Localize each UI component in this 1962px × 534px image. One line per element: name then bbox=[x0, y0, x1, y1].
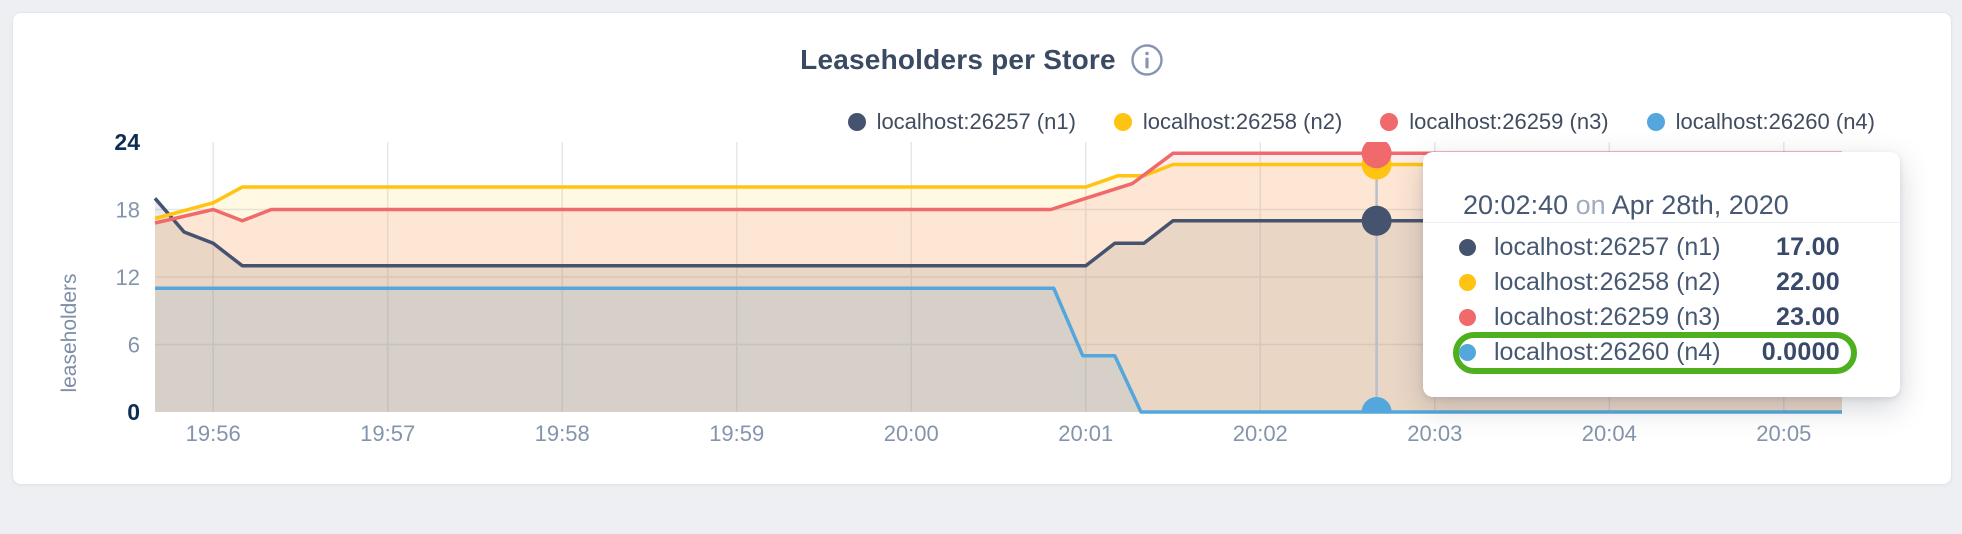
x-axis-tick-label: 20:00 bbox=[884, 421, 939, 446]
x-axis-tick-label: 20:05 bbox=[1756, 421, 1811, 446]
hover-tooltip: 20:02:40 on Apr 28th, 2020 localhost:262… bbox=[1423, 152, 1900, 397]
tooltip-series-value: 22.00 bbox=[1775, 268, 1840, 296]
legend-label: localhost:26257 (n1) bbox=[876, 109, 1076, 134]
tooltip-series-dot-icon bbox=[1459, 344, 1476, 361]
legend: localhost:26257 (n1) localhost:26258 (n2)… bbox=[847, 109, 1875, 135]
y-axis-tick-label: 6 bbox=[128, 333, 140, 358]
y-axis-tick-label: 18 bbox=[116, 198, 140, 223]
tooltip-row-n1: localhost:26257 (n1) 17.00 bbox=[1459, 230, 1840, 265]
legend-item-n2[interactable]: localhost:26258 (n2) bbox=[1113, 109, 1343, 135]
series-area-n4 bbox=[155, 288, 1842, 412]
tooltip-series-value: 23.00 bbox=[1775, 303, 1840, 331]
tooltip-timestamp: 20:02:40 on Apr 28th, 2020 bbox=[1463, 188, 1860, 222]
tooltip-row-n2: localhost:26258 (n2) 22.00 bbox=[1459, 265, 1840, 300]
legend-label: localhost:26258 (n2) bbox=[1142, 109, 1343, 134]
tooltip-row-n3: localhost:26259 (n3) 23.00 bbox=[1459, 300, 1840, 335]
x-axis-tick-label: 20:01 bbox=[1058, 421, 1113, 446]
tooltip-series-label: localhost:26260 (n4) bbox=[1494, 338, 1721, 366]
y-axis-tick-label: 12 bbox=[116, 265, 140, 290]
chart-header: Leaseholders per Store bbox=[13, 43, 1951, 77]
chart-title: Leaseholders per Store bbox=[800, 44, 1116, 75]
tooltip-series-label: localhost:26258 (n2) bbox=[1494, 268, 1721, 296]
legend-item-n1[interactable]: localhost:26257 (n1) bbox=[847, 109, 1076, 135]
x-axis-tick-label: 19:56 bbox=[186, 421, 241, 446]
legend-item-n4[interactable]: localhost:26260 (n4) bbox=[1646, 109, 1875, 135]
legend-item-n3[interactable]: localhost:26259 (n3) bbox=[1380, 109, 1609, 135]
tooltip-divider bbox=[1423, 222, 1900, 223]
legend-label: localhost:26260 (n4) bbox=[1675, 109, 1875, 134]
tooltip-on-word: on bbox=[1575, 190, 1606, 220]
tooltip-rows: localhost:26257 (n1) 17.00 localhost:26258… bbox=[1459, 230, 1840, 370]
tooltip-row-n4: localhost:26260 (n4) 0.0000 bbox=[1459, 335, 1840, 370]
series-line-n4 bbox=[155, 286, 1842, 414]
x-axis-tick-label: 19:58 bbox=[535, 421, 590, 446]
series-area-n1 bbox=[155, 198, 1842, 412]
legend-dot-icon bbox=[1646, 113, 1665, 131]
series-line-n3 bbox=[154, 151, 1842, 225]
hover-dot-n3 bbox=[1361, 142, 1392, 169]
legend-label: localhost:26259 (n3) bbox=[1409, 109, 1609, 134]
tooltip-date: Apr 28th, 2020 bbox=[1611, 190, 1789, 220]
y-axis-tick-label: 0 bbox=[127, 399, 140, 425]
tooltip-series-dot-icon bbox=[1459, 309, 1476, 326]
tooltip-series-dot-icon bbox=[1459, 274, 1476, 291]
tooltip-series-value: 17.00 bbox=[1775, 233, 1840, 261]
tooltip-series-value: 0.0000 bbox=[1761, 338, 1840, 366]
x-axis-tick-label: 19:59 bbox=[709, 421, 764, 446]
x-axis-tick-label: 19:57 bbox=[360, 421, 415, 446]
hover-dot-n1 bbox=[1361, 205, 1392, 236]
x-axis-tick-label: 20:02 bbox=[1233, 421, 1288, 446]
x-axis-tick-label: 20:04 bbox=[1582, 421, 1637, 446]
info-icon[interactable] bbox=[1130, 43, 1164, 77]
tooltip-time: 20:02:40 bbox=[1463, 190, 1569, 220]
y-axis-tick-label: 24 bbox=[114, 129, 140, 155]
legend-dot-icon bbox=[847, 113, 866, 131]
legend-dot-icon bbox=[1113, 113, 1132, 131]
series-area-n3 bbox=[155, 153, 1842, 412]
series-line-n1 bbox=[153, 197, 1842, 268]
x-axis-tick-label: 20:03 bbox=[1407, 421, 1462, 446]
tooltip-series-label: localhost:26259 (n3) bbox=[1494, 303, 1721, 331]
tooltip-series-dot-icon bbox=[1459, 239, 1476, 256]
series-line-n2 bbox=[154, 162, 1842, 221]
hover-dot-n4 bbox=[1361, 397, 1392, 412]
tooltip-series-label: localhost:26257 (n1) bbox=[1494, 233, 1721, 261]
legend-dot-icon bbox=[1380, 113, 1399, 131]
